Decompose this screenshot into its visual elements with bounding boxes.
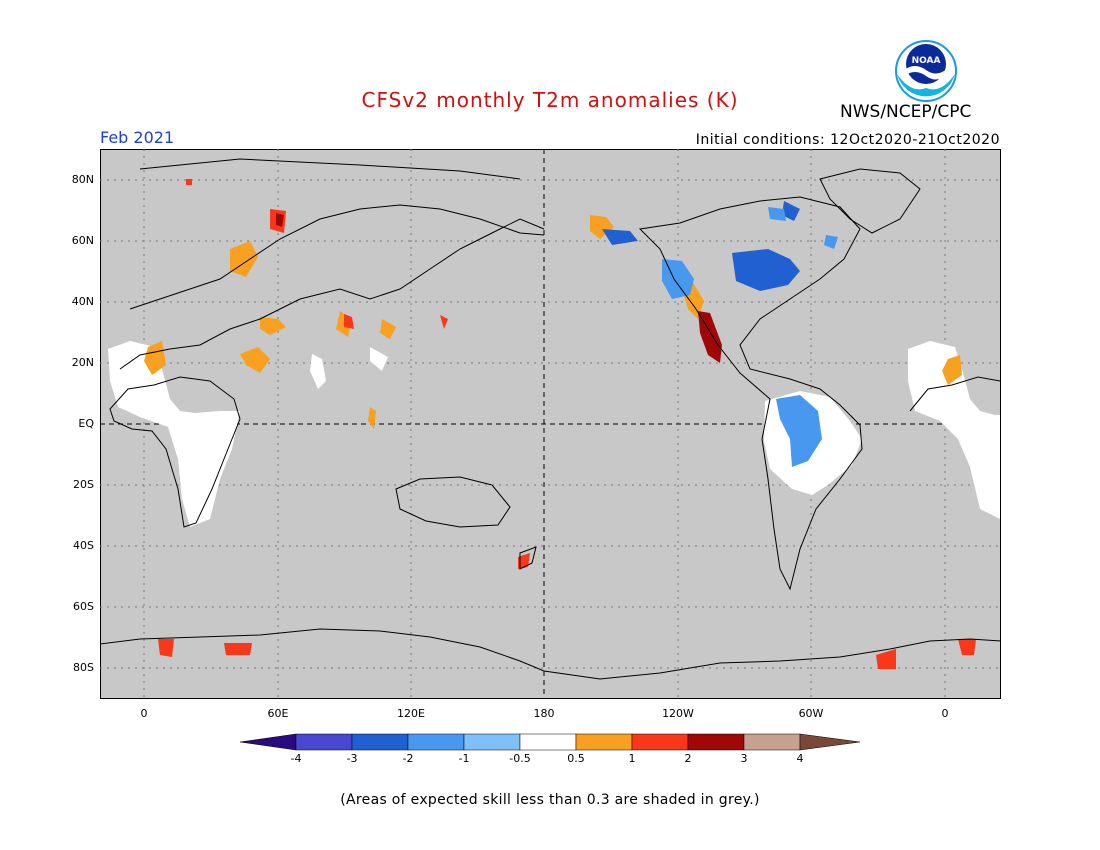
colorbar-cell-1-2: [631, 733, 689, 751]
colorbar-cell-minus3-minus2: [351, 733, 409, 751]
lon-label-60e: 60E: [267, 707, 289, 720]
lat-label-60s: 60S: [73, 600, 94, 613]
colorbar-label: 4: [796, 752, 804, 765]
lat-label-20n: 20N: [71, 356, 94, 369]
colorbar-cell-above-4: [799, 733, 860, 751]
initial-conditions: Initial conditions: 12Oct2020-21Oct2020: [695, 132, 1000, 148]
colorbar-cell-3-4: [743, 733, 801, 751]
anomaly-map: [100, 149, 1001, 699]
lon-label-180: 180: [533, 707, 555, 720]
lon-label-0-east: 0: [941, 707, 949, 720]
colorbar-label: 0.5: [567, 752, 585, 765]
footnote: (Areas of expected skill less than 0.3 a…: [340, 792, 760, 808]
colorbar-cell-05-1: [575, 733, 633, 751]
agency-label: NWS/NCEP/CPC: [840, 102, 972, 122]
colorbar-cell-2-3: [687, 733, 745, 751]
colorbar-label: 2: [684, 752, 692, 765]
lon-label-120w: 120W: [662, 707, 694, 720]
colorbar-label: -4: [290, 752, 302, 765]
lat-label-80n: 80N: [71, 173, 94, 186]
lat-label-80s: 80S: [73, 661, 94, 674]
colorbar-cell-below-minus4: [240, 733, 297, 751]
colorbar-label: -0.5: [509, 752, 531, 765]
lon-label-0: 0: [140, 707, 148, 720]
lon-label-60w: 60W: [798, 707, 824, 720]
noaa-logo-icon: NOAA: [895, 40, 957, 102]
colorbar-label: -1: [458, 752, 470, 765]
lat-label-eq: EQ: [78, 417, 94, 430]
lat-label-60n: 60N: [71, 234, 94, 247]
lat-label-40s: 40S: [73, 539, 94, 552]
svg-text:NOAA: NOAA: [912, 56, 941, 66]
colorbar-label: -2: [402, 752, 414, 765]
colorbar-cell-minus2-minus1: [407, 733, 465, 751]
chart-title: CFSv2 monthly T2m anomalies (K): [361, 88, 739, 112]
colorbar: [240, 733, 860, 751]
lat-label-20s: 20S: [73, 478, 94, 491]
colorbar-cell-minus4-minus3: [295, 733, 353, 751]
colorbar-label: 3: [740, 752, 748, 765]
lon-label-120e: 120E: [397, 707, 425, 720]
colorbar-cell-minus1-minus05: [463, 733, 521, 751]
colorbar-label: 1: [628, 752, 636, 765]
colorbar-cell-neutral: [519, 733, 577, 751]
lat-label-40n: 40N: [71, 295, 94, 308]
colorbar-label: -3: [346, 752, 358, 765]
forecast-month: Feb 2021: [100, 128, 175, 147]
